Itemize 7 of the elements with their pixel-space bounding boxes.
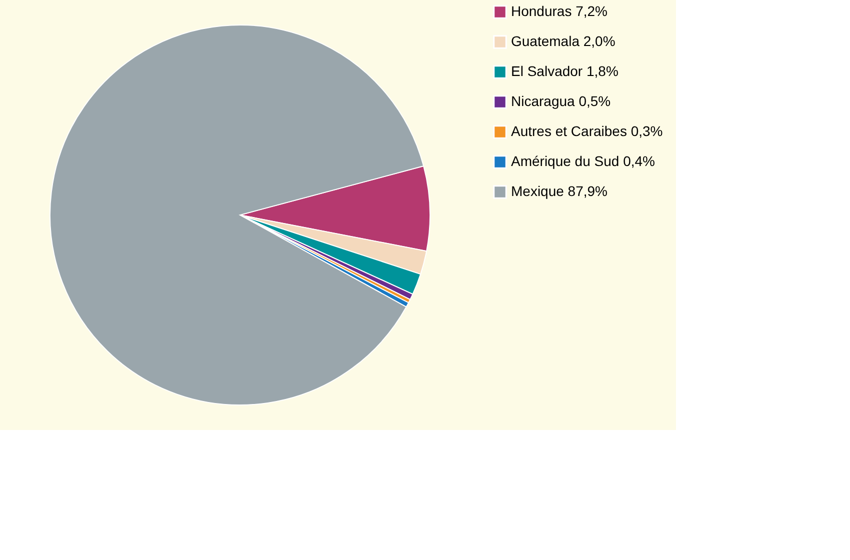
legend-label: Honduras 7,2% [511, 3, 608, 19]
legend-label: Autres et Caraibes 0,3% [511, 123, 663, 139]
legend-label: Mexique 87,9% [511, 183, 608, 199]
legend-label: Nicaragua 0,5% [511, 93, 611, 109]
legend-label: Guatemala 2,0% [511, 33, 616, 49]
legend-label: Amérique du Sud 0,4% [511, 153, 655, 169]
legend-label: El Salvador 1,8% [511, 63, 618, 79]
